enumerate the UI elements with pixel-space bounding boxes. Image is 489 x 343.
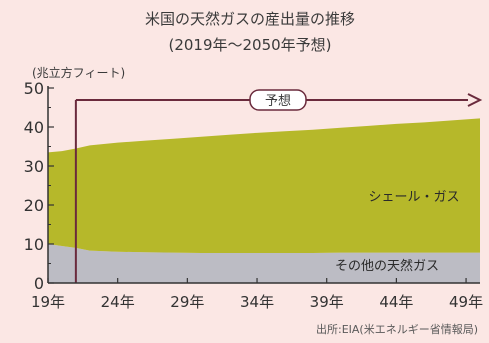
area-layer [48,118,480,283]
x-tick-label: 29年 [170,293,204,311]
forecast-arrowhead [467,93,483,107]
forecast-annotation: 予想 [74,89,483,283]
x-tick-label: 24年 [101,293,135,311]
area-series-shale-gas [48,118,480,253]
y-axis-label: (兆立方フィート) [32,65,125,80]
y-tick-label: 40 [24,118,44,137]
y-tick-label: 50 [24,79,44,98]
y-tick-label: 30 [24,157,44,176]
x-tick-label: 49年 [449,293,483,311]
y-tick-label: 20 [24,196,44,215]
axes-layer: 0 10 20 30 40 50 19年 24年 29年 34年 39年 44年 49年 [24,79,483,311]
series-label-other-gas: その他の天然ガス [335,258,439,274]
area-series-other-natural-gas [48,244,480,283]
x-tick-label: 44年 [379,293,413,311]
x-tick-label: 34年 [240,293,274,311]
x-tick-label: 39年 [310,293,344,311]
forecast-label: 予想 [265,93,291,109]
x-tick-label: 19年 [31,293,65,311]
chart-title: 米国の天然ガスの産出量の推移 [145,10,355,28]
source-note: 出所:EIA(米エネルギー省情報局) [316,322,478,336]
y-tick-label: 0 [34,274,44,293]
series-label-shale-gas: シェール・ガス [368,190,459,205]
y-tick-label: 10 [24,235,44,254]
forecast-badge [249,89,307,111]
chart-subtitle: (2019年〜2050年予想) [168,36,331,54]
